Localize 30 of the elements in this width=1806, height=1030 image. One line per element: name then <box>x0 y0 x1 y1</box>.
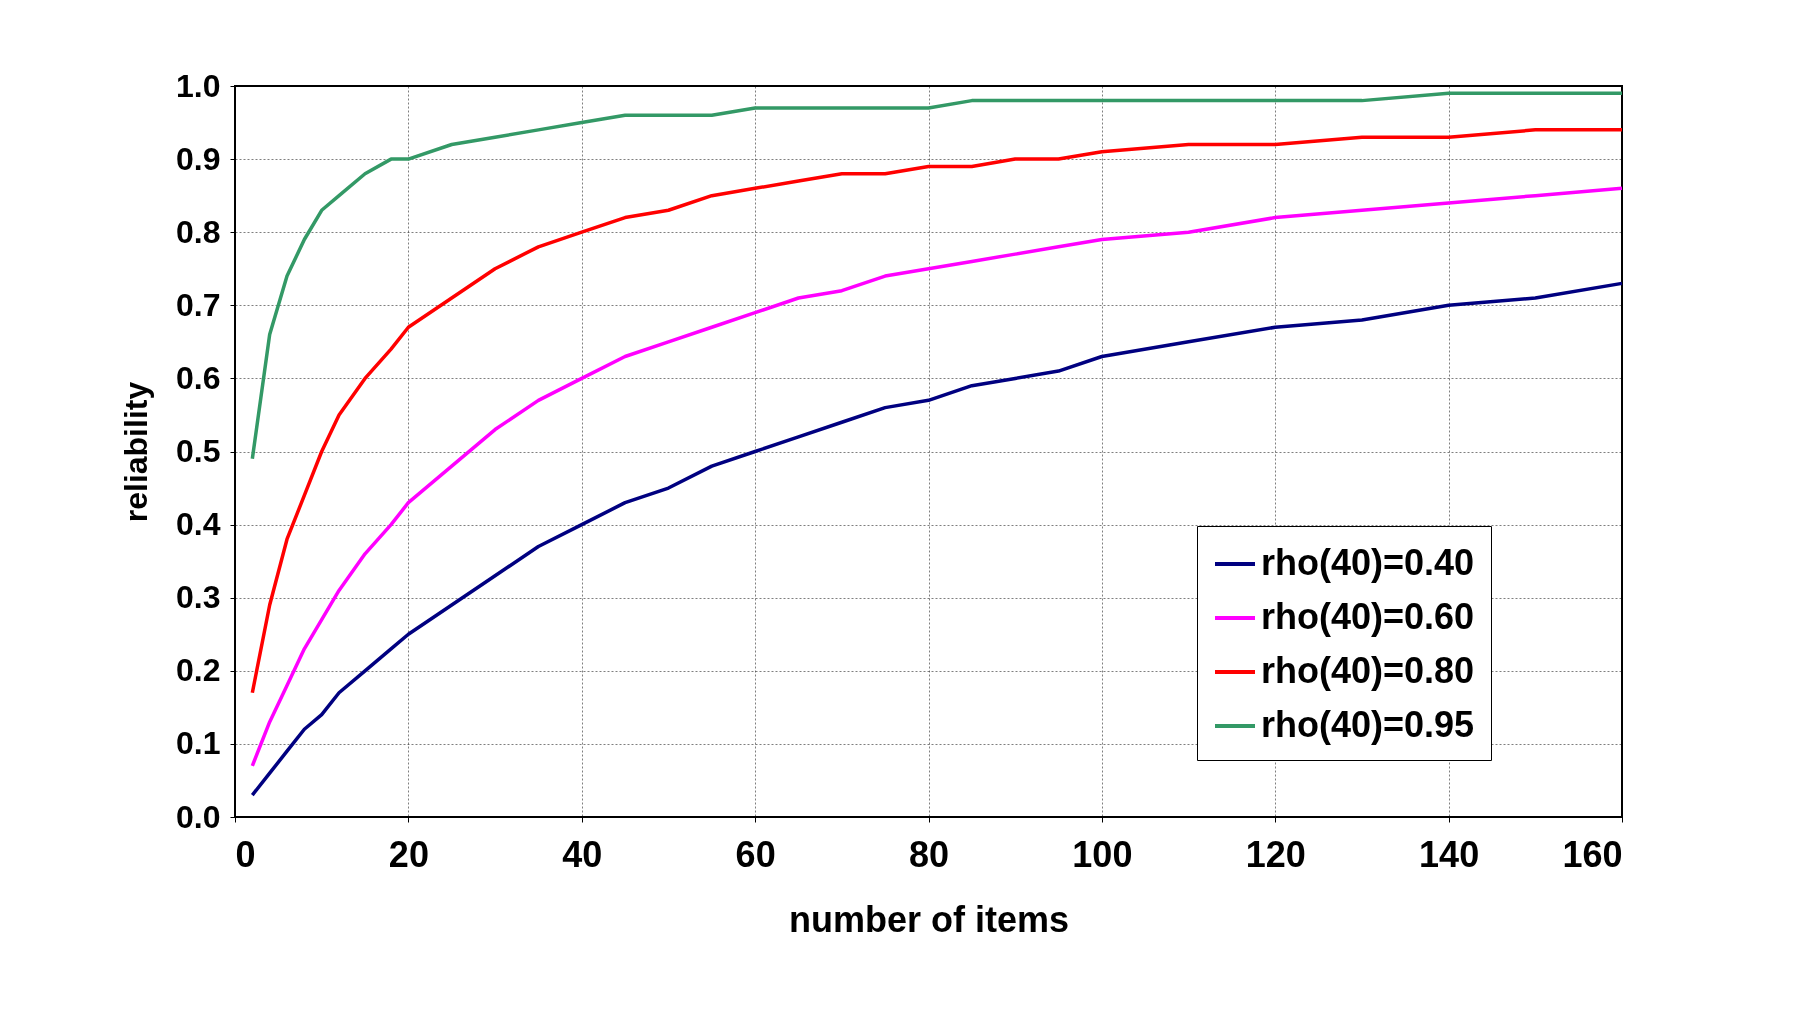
x-tick-label: 120 <box>1245 833 1306 875</box>
y-tick-label: 0.7 <box>176 286 221 323</box>
y-tick-label: 0.5 <box>176 433 221 469</box>
line-series <box>250 186 1624 768</box>
line-series <box>250 91 1624 461</box>
x-tick-label: 100 <box>1072 833 1133 875</box>
y-tick-label: 0.2 <box>176 652 221 689</box>
x-tick-label: 20 <box>388 833 429 875</box>
y-tick-label: 0.1 <box>176 725 221 762</box>
x-tick-label: 140 <box>1419 833 1480 875</box>
legend-label: rho(40)=0.95 <box>1261 704 1475 745</box>
x-tick-label: 160 <box>1562 833 1623 875</box>
y-axis-title: reliability <box>118 381 155 523</box>
x-tick-label: 0 <box>235 833 256 875</box>
y-tick-label: 1.0 <box>176 67 221 104</box>
y-tick-label: 0.0 <box>176 798 221 835</box>
legend-label: rho(40)=0.60 <box>1261 596 1475 637</box>
x-axis-title: number of items <box>788 898 1070 940</box>
x-tick-label: 60 <box>735 833 776 875</box>
line-series <box>250 128 1624 695</box>
y-tick-label: 0.6 <box>176 359 221 396</box>
line-series <box>250 281 1624 797</box>
y-tick-label: 0.3 <box>176 579 221 616</box>
legend-label: rho(40)=0.40 <box>1261 542 1475 583</box>
x-tick-label: 80 <box>908 833 950 875</box>
y-tick-label: 0.4 <box>176 506 221 543</box>
y-tick-label: 0.8 <box>176 213 221 250</box>
y-tick-label: 0.9 <box>176 140 221 177</box>
x-tick-label: 40 <box>562 833 603 875</box>
legend-label: rho(40)=0.80 <box>1261 650 1475 691</box>
